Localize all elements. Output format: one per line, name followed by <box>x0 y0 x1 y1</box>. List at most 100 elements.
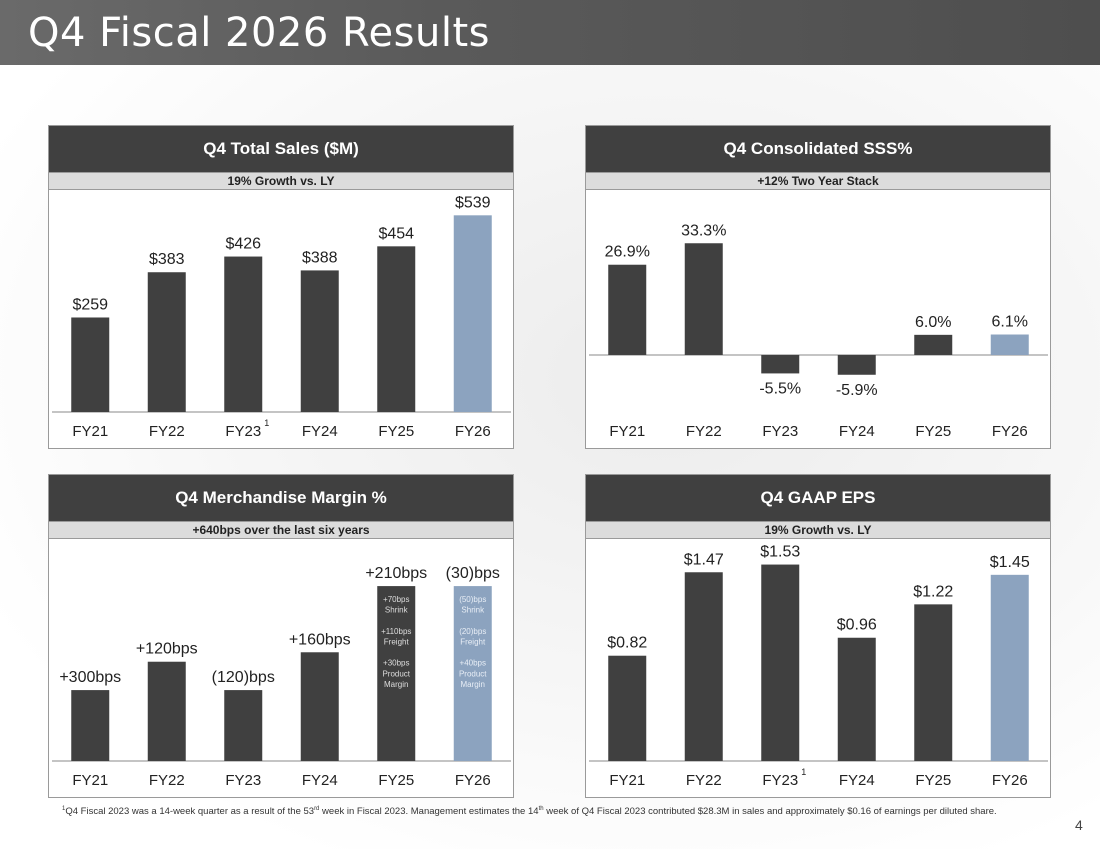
data-label: +210bps <box>365 565 427 582</box>
tick-label-fy22: FY22 <box>686 423 722 440</box>
tick-label-fy21: FY21 <box>609 423 645 440</box>
data-label: $1.45 <box>990 554 1030 571</box>
data-label: -5.9% <box>836 382 878 399</box>
bar-annotation-line: +70bps <box>383 595 409 604</box>
bar-fy25 <box>914 334 953 355</box>
eps-chart-subtitle: 19% Growth vs. LY <box>586 521 1050 539</box>
bar-fy26 <box>453 586 492 761</box>
data-label: $539 <box>455 194 491 211</box>
data-label: (30)bps <box>446 565 500 582</box>
sss-chart-title: Q4 Consolidated SSS% <box>586 126 1050 172</box>
data-label: $1.53 <box>760 544 800 561</box>
sss-chart-panel: Q4 Consolidated SSS% +12% Two Year Stack… <box>585 125 1051 449</box>
bar-fy21 <box>608 264 647 355</box>
eps-chart: $0.82 FY21 $1.47 FY22 $1.53 FY23 1 $0.96 FY24 $1.… <box>589 544 1048 789</box>
data-label: $383 <box>149 251 185 268</box>
bar-annotation-line: Margin <box>461 680 485 689</box>
tick-label-fy22: FY22 <box>149 772 185 789</box>
tick-label-fy21: FY21 <box>609 772 645 789</box>
bar-annotation-line: Product <box>459 669 487 678</box>
bar-fy23 <box>224 256 263 412</box>
bar-fy25 <box>914 604 953 761</box>
bar-annotation-line: Freight <box>384 637 410 646</box>
tick-label-fy23: FY23 <box>762 423 798 440</box>
footnote-sup-1: rd <box>314 806 320 812</box>
bar-annotation-line: Shrink <box>385 606 409 615</box>
bar-fy22 <box>684 572 723 761</box>
tick-label-fy23: FY23 <box>762 772 798 789</box>
tick-label-fy24: FY24 <box>302 423 338 440</box>
bar-fy23 <box>761 564 800 761</box>
margin-chart-subtitle: +640bps over the last six years <box>49 521 513 539</box>
margin-chart: +300bps FY21 +120bps FY22 (120)bps FY23 +160bp… <box>52 565 511 789</box>
bar-fy25 <box>377 246 416 412</box>
bar-fy26 <box>453 215 492 412</box>
data-label: 6.1% <box>992 314 1028 331</box>
bar-fy22 <box>147 661 186 761</box>
tick-label-fy21: FY21 <box>72 423 108 440</box>
sss-chart: 26.9% FY21 33.3% FY22 -5.5% FY23 -5.9% FY24 6.0%… <box>589 222 1048 440</box>
data-label: $259 <box>72 296 108 313</box>
footnote-text-1: Q4 Fiscal 2023 was a 14-week quarter as … <box>65 806 315 818</box>
tick-label-fy26: FY26 <box>992 772 1028 789</box>
sales-chart: $259 FY21 $383 FY22 $426 FY23 1 $388 FY24 $454 FY2… <box>52 194 511 440</box>
data-label: $1.47 <box>684 551 724 568</box>
bar-annotation-line: Product <box>382 669 410 678</box>
bar-fy24 <box>837 637 876 761</box>
bar-fy22 <box>147 272 186 412</box>
bar-annotation-line: +30bps <box>383 659 409 668</box>
tick-label-fy25: FY25 <box>915 423 951 440</box>
data-label: +300bps <box>59 669 121 686</box>
footnote-text-2: week in Fiscal 2023. Management estimate… <box>319 806 539 818</box>
bar-fy21 <box>71 317 110 412</box>
tick-label-fy23: FY23 <box>225 423 261 440</box>
bar-fy26 <box>990 334 1029 355</box>
sales-chart-subtitle: 19% Growth vs. LY <box>49 172 513 190</box>
tick-label-fy26: FY26 <box>455 423 491 440</box>
data-label: $1.22 <box>913 583 953 600</box>
tick-label-fy25: FY25 <box>915 772 951 789</box>
bar-fy21 <box>71 690 110 761</box>
bar-fy22 <box>684 243 723 355</box>
bar-annotation-line: (50)bps <box>459 595 486 604</box>
bar-fy24 <box>300 652 339 761</box>
footnote-marker: 1 <box>62 806 66 812</box>
data-label: (120)bps <box>212 669 275 686</box>
bar-annotation-line: Shrink <box>461 606 485 615</box>
data-label: +120bps <box>136 641 198 658</box>
footnote: 1Q4 Fiscal 2023 was a 14-week quarter as… <box>62 806 997 817</box>
data-label: +160bps <box>289 631 351 648</box>
footnote-mark: 1 <box>801 767 806 777</box>
bar-fy23 <box>761 354 800 374</box>
bar-annotation-line: +40bps <box>460 659 486 668</box>
tick-label-fy24: FY24 <box>839 423 875 440</box>
title-bar: Q4 Fiscal 2026 Results <box>0 0 1100 65</box>
tick-label-fy26: FY26 <box>455 772 491 789</box>
tick-label-fy24: FY24 <box>302 772 338 789</box>
bar-annotation-line: (20)bps <box>459 627 486 636</box>
data-label: 33.3% <box>681 222 726 239</box>
tick-label-fy23: FY23 <box>225 772 261 789</box>
tick-label-fy22: FY22 <box>149 423 185 440</box>
sss-chart-subtitle: +12% Two Year Stack <box>586 172 1050 190</box>
tick-label-fy22: FY22 <box>686 772 722 789</box>
data-label: 6.0% <box>915 314 951 331</box>
data-label: $0.96 <box>837 617 877 634</box>
tick-label-fy24: FY24 <box>839 772 875 789</box>
tick-label-fy25: FY25 <box>378 423 414 440</box>
tick-label-fy25: FY25 <box>378 772 414 789</box>
bar-annotation-line: Margin <box>384 680 408 689</box>
eps-chart-panel: Q4 GAAP EPS 19% Growth vs. LY $0.82 FY21 $… <box>585 474 1051 798</box>
sales-chart-title: Q4 Total Sales ($M) <box>49 126 513 172</box>
eps-chart-title: Q4 GAAP EPS <box>586 475 1050 521</box>
data-label: $454 <box>378 225 414 242</box>
margin-chart-title: Q4 Merchandise Margin % <box>49 475 513 521</box>
bar-annotation-line: Freight <box>460 637 486 646</box>
data-label: $388 <box>302 249 338 266</box>
margin-chart-panel: Q4 Merchandise Margin % +640bps over the… <box>48 474 514 798</box>
bar-fy25 <box>377 586 416 761</box>
footnote-mark: 1 <box>264 418 269 428</box>
sales-chart-panel: Q4 Total Sales ($M) 19% Growth vs. LY $2… <box>48 125 514 449</box>
data-label: -5.5% <box>759 380 801 397</box>
data-label: 26.9% <box>605 244 650 261</box>
